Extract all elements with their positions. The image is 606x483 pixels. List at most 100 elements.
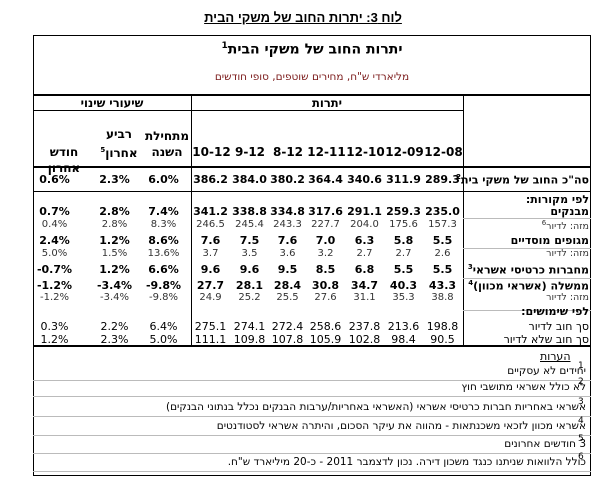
table-cell: 13.6% [147,248,180,259]
table-cell: 3.7 [202,248,219,259]
table-cell: 31.1 [353,292,376,303]
col-header: 12-08 [424,145,463,159]
table-cell: 338.8 [232,205,267,218]
note-rule [33,416,591,417]
table-cell: 317.6 [308,205,343,218]
table-cell: 5.5 [432,263,453,276]
row-rule [33,191,591,192]
col-header: 8-12 [272,145,304,159]
group-changes: שיעורי שינוי [80,96,144,110]
row-label: ממשלה (אשראי מכוון)4 [468,279,589,293]
group-rule [33,110,463,111]
table-cell: 98.4 [391,333,416,346]
table-cell: 259.3 [386,205,421,218]
note-number: 4 [578,416,584,426]
table-cell: 243.3 [273,219,302,230]
row-rule [463,310,591,311]
table-cell: 0.3% [40,320,69,333]
table-cell: 258.6 [309,320,342,333]
row-label: לפי מקורות: [525,193,589,206]
note-text: אשראי באחריות חברות כרטיסי אשראי (האשראי… [165,401,586,413]
table-cell: 2.7 [395,248,412,259]
row-rule [463,218,591,219]
note-number: 1 [578,361,584,371]
table-cell: 235.0 [425,205,460,218]
data-bottom-rule [33,345,591,347]
table-cell: 2.8% [99,205,130,218]
table-cell: 7.5 [239,234,260,247]
notes-heading: הערות [540,350,571,363]
table-cell: 35.3 [392,292,415,303]
note-text: לא כולל אשראי מתושבי חוץ [461,381,586,393]
table-cell: 6.3 [354,234,375,247]
table-cell: 5.0% [41,248,68,259]
row-label: סה"כ החוב של משקי בית2 [456,173,589,187]
table-cell: 8.6% [148,234,179,247]
title-note: 1 [221,41,228,51]
table-cell: 9.5 [277,263,298,276]
table-cell: 334.8 [270,205,305,218]
table-cell: 6.8 [354,263,375,276]
col-header-quarter: רביע אחרון5 [100,127,138,160]
table-cell: 311.9 [386,173,421,186]
table-cell: 7.6 [277,234,298,247]
group-divider [191,94,192,345]
col-header: 12-10 [346,145,385,159]
table-cell: 204.0 [350,219,379,230]
table-cell: 2.3% [99,173,130,186]
table-cell: 102.8 [348,333,381,346]
table-cell: 340.6 [347,173,382,186]
table-cell: -1.2% [39,292,69,303]
row-label: מזה: לדיור6 [541,219,589,233]
table-cell: 28.4 [273,279,302,292]
table-cell: 9.6 [200,263,221,276]
table-cell: 157.3 [428,219,457,230]
table-cell: 213.6 [387,320,420,333]
table-cell: 1.2% [99,234,130,247]
note-number: 2 [578,377,584,387]
note-text: 3 חודשים אחרונים [504,438,586,450]
table-cell: -0.7% [36,263,73,276]
table-cell: 38.8 [431,292,454,303]
table-cell: -3.4% [99,292,129,303]
note-rule [33,453,591,454]
table-cell: 25.2 [238,292,261,303]
table-cell: 25.5 [276,292,299,303]
table-cell: 275.1 [194,320,227,333]
table-cell: 341.2 [193,205,228,218]
col-header: 10-12 [192,145,231,159]
table-cell: 198.8 [426,320,459,333]
table-cell: 5.0% [149,333,178,346]
table-cell: 27.6 [314,292,337,303]
row-label: מזה: לדיור [546,248,589,259]
row-rule [463,248,591,249]
table-frame [33,35,591,476]
table-cell: 8.5 [315,263,336,276]
note-rule [33,396,591,397]
table-cell: 7.6 [200,234,221,247]
table-cell: 380.2 [270,173,305,186]
table-cell: 24.9 [199,292,222,303]
col-header-month: חודש אחרון [47,145,81,175]
table-cell: 272.4 [271,320,304,333]
row-rule [463,278,591,279]
table-cell: 34.7 [350,279,379,292]
table-title: יתרות החוב של משקי הבית1 [221,41,403,58]
row-label: מגופים מוסדיים [510,234,589,247]
table-cell: 6.4% [149,320,178,333]
table-cell: 8.3% [150,219,177,230]
label-divider [463,94,464,345]
table-cell: 0.7% [39,205,70,218]
page-title: לוח 3: יתרות החוב של משקי הבית [204,10,402,25]
table-cell: 5.5 [432,234,453,247]
table-cell: 2.4% [39,234,70,247]
table-cell: 1.5% [101,248,128,259]
table-cell: 27.7 [196,279,225,292]
table-cell: 111.1 [194,333,227,346]
table-cell: 0.6% [39,173,70,186]
table-cell: -3.4% [96,279,133,292]
table-cell: 6.0% [148,173,179,186]
table-cell: 384.0 [232,173,267,186]
col-header: 12-09 [385,145,424,159]
table-cell: 2.2% [100,320,129,333]
